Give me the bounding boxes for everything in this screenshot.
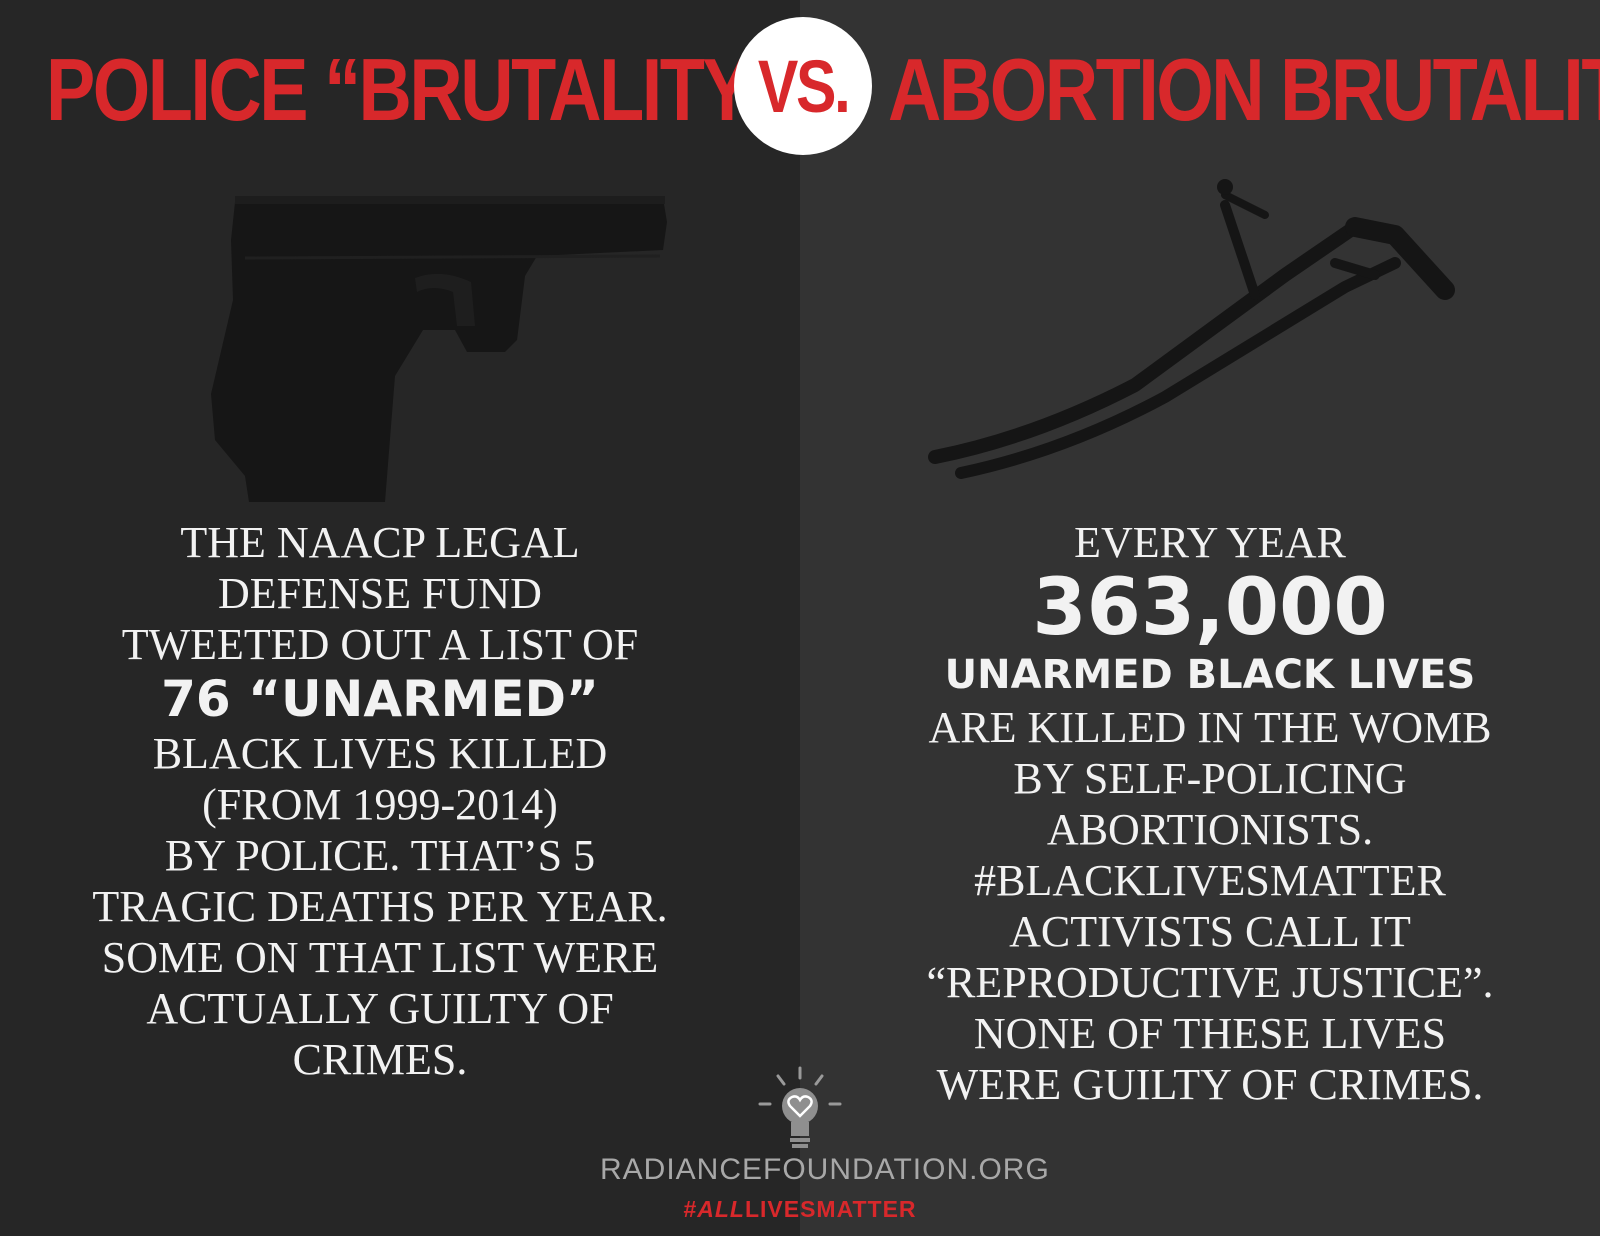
right-line: EVERY YEAR (1074, 518, 1346, 567)
right-title: ABORTION BRUTALITY (888, 40, 1600, 139)
lightbulb-heart-icon (758, 1066, 842, 1148)
right-line: #BLACKLIVESMATTER (974, 856, 1446, 905)
left-line: BLACK LIVES KILLED (152, 729, 608, 778)
right-line: ACTIVISTS CALL IT (1009, 907, 1411, 956)
left-copy: THE NAACP LEGAL DEFENSE FUND TWEETED OUT… (60, 517, 700, 1085)
right-highlight: UNARMED BLACK LIVES (944, 652, 1476, 698)
pistol-icon (211, 196, 667, 502)
left-line: TRAGIC DEATHS PER YEAR. (92, 882, 668, 931)
hashtag-emphasis: ALL (697, 1196, 745, 1222)
left-line: TWEETED OUT A LIST OF (121, 620, 639, 669)
right-line: ABORTIONISTS. (1046, 805, 1374, 854)
left-line: BY POLICE. THAT’S 5 (164, 831, 596, 880)
hashtag-prefix: # (683, 1196, 698, 1222)
right-line: WERE GUILTY OF CRIMES. (936, 1060, 1484, 1109)
speculum-icon (928, 179, 1455, 479)
right-big-number: 363,000 (1032, 563, 1388, 653)
left-highlight: 76 “UNARMED” (161, 670, 599, 728)
vs-label: VS. (757, 44, 851, 128)
left-line: ACTUALLY GUILTY OF (146, 984, 614, 1033)
left-line: SOME ON THAT LIST WERE (101, 933, 659, 982)
right-line: NONE OF THESE LIVES (973, 1009, 1447, 1058)
left-line: DEFENSE FUND (218, 569, 542, 618)
right-copy: EVERY YEAR 363,000 UNARMED BLACK LIVES A… (890, 517, 1530, 1110)
hashtag-rest: LIVESMATTER (744, 1196, 917, 1222)
footer-site: RADIANCEFOUNDATION.ORG (600, 1153, 1050, 1186)
left-line: THE NAACP LEGAL (180, 518, 580, 567)
right-line: BY SELF-POLICING (1013, 754, 1407, 803)
right-panel (800, 0, 1600, 1236)
left-title: POLICE “BRUTALITY” (46, 40, 786, 139)
left-line: (FROM 1999-2014) (202, 780, 558, 829)
footer-hashtag: #ALLLIVESMATTER (600, 1196, 1000, 1223)
left-line: CRIMES. (292, 1035, 468, 1084)
vs-badge: VS. (734, 17, 872, 155)
right-line: ARE KILLED IN THE WOMB (928, 703, 1492, 752)
right-line: “REPRODUCTIVE JUSTICE”. (926, 958, 1494, 1007)
